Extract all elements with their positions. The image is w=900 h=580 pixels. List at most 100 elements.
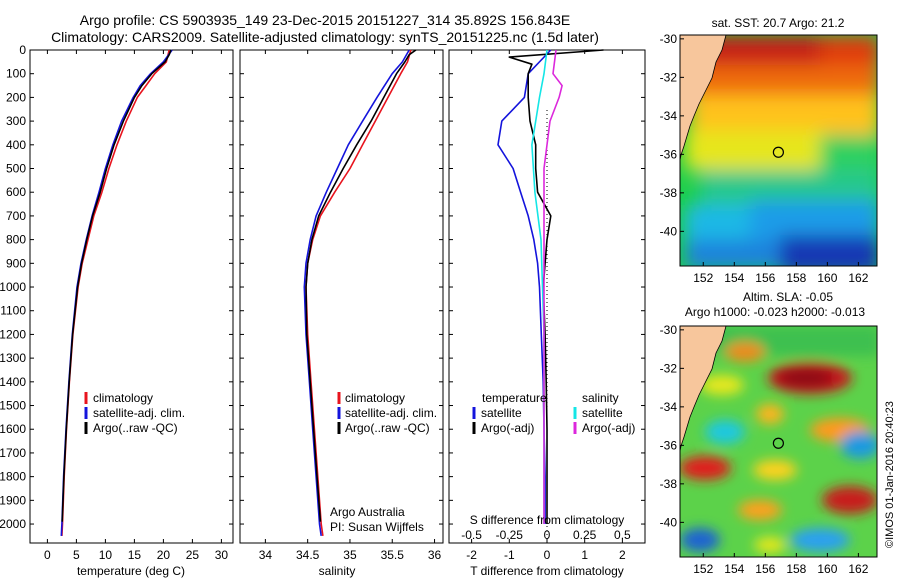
temperature-legend: climatology satellite-adj. clim. Argo(..… xyxy=(84,391,185,435)
x2-tick-label: 0.25 xyxy=(573,528,597,542)
depth-tick-label: 200 xyxy=(6,90,26,104)
map-lon-label: 152 xyxy=(693,562,713,576)
legend-label-satellite: satellite-adj. clim. xyxy=(345,406,437,420)
depth-tick-label: 1200 xyxy=(0,327,26,341)
map-lat-label: -40 xyxy=(660,515,678,529)
depth-tick-label: 1600 xyxy=(0,422,26,436)
difference-legend: temperature salinity satellite Argo(-adj… xyxy=(472,391,635,435)
legend-label-s-argo: Argo(-adj) xyxy=(582,421,635,435)
series-line-temperature-argo-adj- xyxy=(508,49,604,524)
map-lon-label: 156 xyxy=(755,271,775,285)
map-lon-label: 152 xyxy=(693,271,713,285)
series-line-satellite-adj-clim- xyxy=(303,49,410,537)
map-lat-label: -36 xyxy=(660,147,678,161)
depth-tick-label: 700 xyxy=(6,209,26,223)
sla-float-marker xyxy=(772,437,784,449)
t-diff-axis-label: T difference from climatology xyxy=(470,564,624,578)
x-tick-label: 25 xyxy=(186,548,200,562)
x-tick-label: 2 xyxy=(619,548,626,562)
legend-label-climatology: climatology xyxy=(345,391,405,405)
x-tick-label: 35.5 xyxy=(381,548,405,562)
legend-label-t-satellite: satellite xyxy=(481,406,522,420)
salinity-legend: climatology satellite-adj. clim. Argo(..… xyxy=(337,391,437,435)
x-tick-label: 10 xyxy=(99,548,113,562)
depth-tick-label: 500 xyxy=(6,162,26,176)
depth-tick-label: 1800 xyxy=(0,470,26,484)
sst-float-marker xyxy=(772,146,784,158)
sla-map-subtitle: Argo h1000: -0.023 h2000: -0.013 xyxy=(685,305,865,319)
x-tick-label: 36 xyxy=(428,548,442,562)
map-lat-label: -38 xyxy=(660,477,678,491)
depth-tick-label: 1300 xyxy=(0,351,26,365)
x2-tick-label: -0.5 xyxy=(461,528,482,542)
depth-tick-label: 1500 xyxy=(0,399,26,413)
x-tick-label: 30 xyxy=(215,548,229,562)
temperature-panel xyxy=(29,49,234,544)
x-tick-label: 0 xyxy=(44,548,51,562)
legend-label-t-argo: Argo(-adj) xyxy=(481,421,534,435)
x-tick-label: 34 xyxy=(259,548,273,562)
sst-map xyxy=(680,35,877,266)
legend-header-salinity: salinity xyxy=(582,391,619,405)
salinity-panel xyxy=(239,49,444,544)
salinity-axis-label: salinity xyxy=(319,564,356,578)
legend-label-climatology: climatology xyxy=(93,391,153,405)
depth-tick-label: 1900 xyxy=(0,493,26,507)
legend-header-temperature: temperature xyxy=(482,391,547,405)
figure-title-line1: Argo profile: CS 5903935_149 23-Dec-2015… xyxy=(79,12,571,28)
sst-map-title: sat. SST: 20.7 Argo: 21.2 xyxy=(712,16,845,30)
map-lat-label: -32 xyxy=(660,70,678,84)
legend-label-argo: Argo(..raw -QC) xyxy=(93,421,178,435)
map-lon-label: 154 xyxy=(724,562,744,576)
depth-tick-label: 1700 xyxy=(0,446,26,460)
map-lon-label: 160 xyxy=(817,562,837,576)
map-lat-label: -40 xyxy=(660,224,678,238)
x-tick-label: 34.5 xyxy=(296,548,320,562)
x-tick-label: 0 xyxy=(544,548,551,562)
map-lat-label: -34 xyxy=(660,400,678,414)
depth-tick-label: 400 xyxy=(6,138,26,152)
imos-watermark: ©IMOS 01-Jan-2016 20:40:23 xyxy=(884,401,896,548)
sla-map xyxy=(680,326,877,557)
annotation-argo-australia: Argo Australia xyxy=(330,505,405,519)
x-tick-label: -2 xyxy=(466,548,477,562)
series-line-argo-raw-qc- xyxy=(61,49,172,522)
depth-tick-label: 300 xyxy=(6,114,26,128)
map-lon-label: 158 xyxy=(786,562,806,576)
x2-tick-label: -0.25 xyxy=(496,528,524,542)
x-tick-label: -1 xyxy=(504,548,515,562)
map-lat-label: -30 xyxy=(660,32,678,46)
depth-tick-label: 100 xyxy=(6,67,26,81)
map-lon-label: 154 xyxy=(724,271,744,285)
map-lat-label: -32 xyxy=(660,361,678,375)
legend-label-argo: Argo(..raw -QC) xyxy=(345,421,430,435)
map-lon-label: 162 xyxy=(848,271,868,285)
annotation-pi: PI: Susan Wijffels xyxy=(330,520,424,534)
s-diff-axis-label: S difference from climatology xyxy=(470,513,625,527)
map-lat-label: -30 xyxy=(660,323,678,337)
series-line-climatology xyxy=(305,49,412,537)
x-tick-label: 15 xyxy=(128,548,142,562)
temperature-axis-label: temperature (deg C) xyxy=(77,564,185,578)
map-lat-label: -36 xyxy=(660,438,678,452)
depth-tick-label: 800 xyxy=(6,233,26,247)
depth-tick-label: 1000 xyxy=(0,280,26,294)
map-lat-label: -38 xyxy=(660,186,678,200)
sla-map-title: Altim. SLA: -0.05 xyxy=(743,290,833,304)
series-line-argo-raw-qc- xyxy=(305,49,417,522)
series-line-salinity-argo-adj- xyxy=(543,49,563,524)
depth-tick-label: 1400 xyxy=(0,375,26,389)
map-lon-label: 156 xyxy=(755,562,775,576)
legend-label-s-satellite: satellite xyxy=(582,406,623,420)
depth-tick-label: 0 xyxy=(19,43,26,57)
figure-title-line2: Climatology: CARS2009. Satellite-adjuste… xyxy=(51,29,599,45)
map-lon-label: 158 xyxy=(786,271,806,285)
depth-tick-label: 1100 xyxy=(0,304,26,318)
map-lon-label: 160 xyxy=(817,271,837,285)
legend-label-satellite: satellite-adj. clim. xyxy=(93,406,185,420)
x-tick-label: 5 xyxy=(73,548,80,562)
depth-tick-label: 900 xyxy=(6,256,26,270)
series-line-climatology xyxy=(61,49,170,536)
x-tick-label: 1 xyxy=(581,548,588,562)
